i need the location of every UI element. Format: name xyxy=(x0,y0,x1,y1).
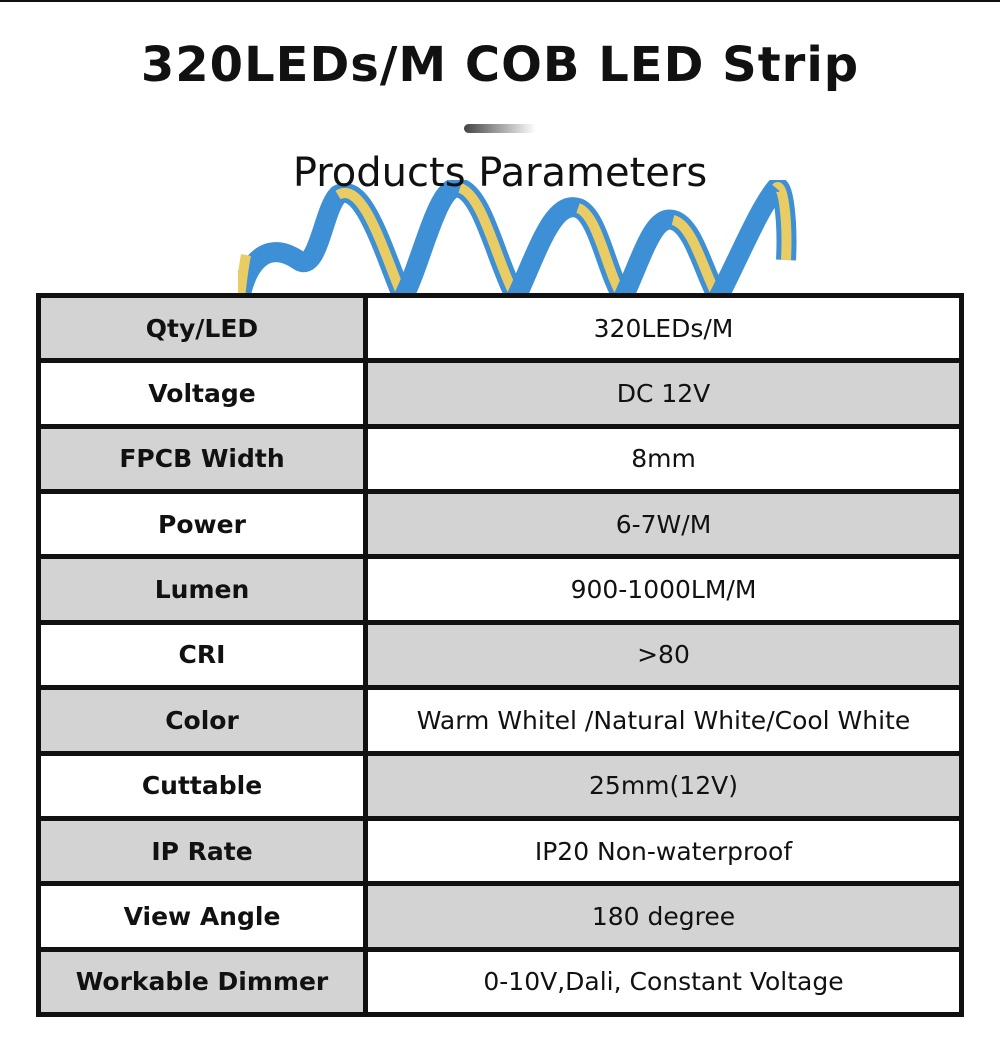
spec-value: Warm Whitel /Natural White/Cool White xyxy=(368,690,959,751)
spec-label: Voltage xyxy=(41,363,363,424)
spec-value: 25mm(12V) xyxy=(368,755,959,816)
spec-value: 6-7W/M xyxy=(368,494,959,555)
spec-value: 8mm xyxy=(368,428,959,490)
specs-table: Qty/LED 320LEDs/M Voltage DC 12V FPCB Wi… xyxy=(36,293,964,1017)
spec-value: >80 xyxy=(368,624,959,686)
spec-value: 180 degree xyxy=(368,886,959,947)
title-underline-bar xyxy=(464,124,536,133)
spec-label: View Angle xyxy=(41,886,363,947)
spec-label: Workable Dimmer xyxy=(41,951,363,1012)
spec-value: 900-1000LM/M xyxy=(368,559,959,620)
section-subtitle: Products Parameters xyxy=(292,150,708,196)
page-title: 320LEDs/M COB LED Strip xyxy=(140,37,860,93)
spec-label: Lumen xyxy=(41,559,363,620)
spec-label: CRI xyxy=(41,624,363,686)
spec-label: Cuttable xyxy=(41,755,363,816)
led-strip-ribbon xyxy=(238,180,797,298)
top-divider xyxy=(0,0,1000,2)
led-strip-image xyxy=(238,180,797,298)
spec-value: IP20 Non-waterproof xyxy=(368,820,959,882)
spec-value: 320LEDs/M xyxy=(368,298,959,359)
spec-value: 0-10V,Dali, Constant Voltage xyxy=(368,951,959,1012)
spec-label: Color xyxy=(41,690,363,751)
spec-label: IP Rate xyxy=(41,820,363,882)
spec-label: FPCB Width xyxy=(41,428,363,490)
spec-label: Qty/LED xyxy=(41,298,363,359)
spec-value: DC 12V xyxy=(368,363,959,424)
spec-label: Power xyxy=(41,494,363,555)
